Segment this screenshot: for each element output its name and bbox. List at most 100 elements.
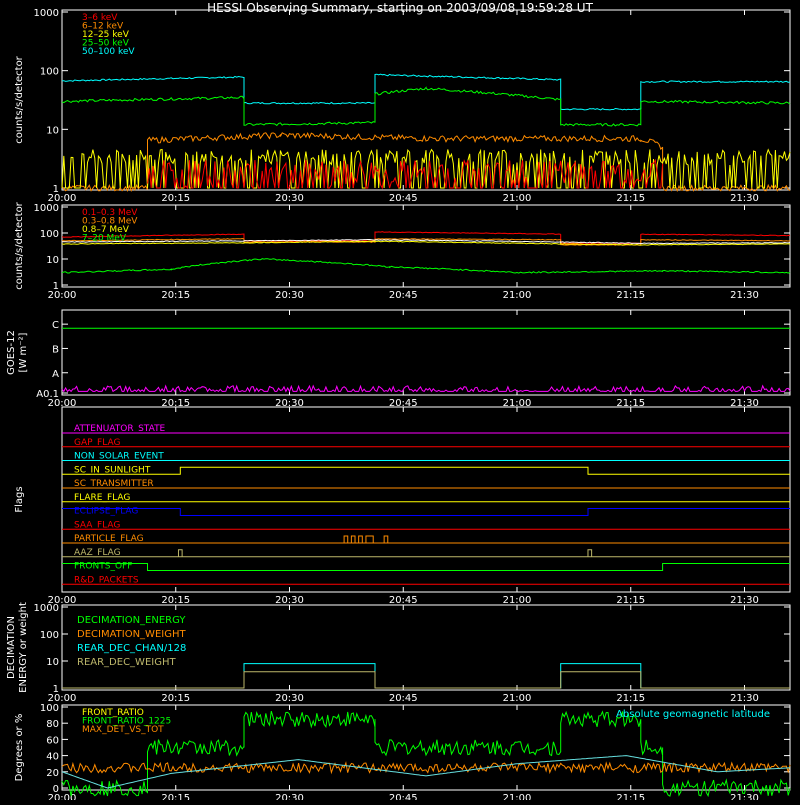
- x-tick-label: 21:00: [503, 595, 532, 606]
- y-tick-label: 100: [40, 630, 59, 641]
- series-line-2-0: [61, 231, 791, 245]
- legend-entry-5-1: DECIMATION_WEIGHT: [77, 629, 186, 640]
- legend-entry-1-1: 6–12 keV: [82, 22, 124, 32]
- x-tick-label: 21:15: [616, 793, 645, 800]
- x-tick-label: 21:30: [730, 693, 759, 704]
- flag-label-8: PARTICLE_FLAG: [74, 534, 144, 544]
- legend-entry-5-3: REAR_DEC_WEIGHT: [77, 657, 176, 668]
- flag-label-3: SC_IN_SUNLIGHT: [74, 465, 151, 475]
- y-tick-label: B: [52, 344, 59, 355]
- y-tick-label: 1: [53, 684, 59, 695]
- chart-title: HESSI Observing Summary, starting on 200…: [207, 1, 593, 15]
- series-line-1-3: [61, 148, 791, 189]
- flag-label-2: NON_SOLAR_EVENT: [74, 452, 164, 462]
- x-tick-label: 20:15: [161, 290, 190, 301]
- series-line-3-1: [61, 384, 791, 393]
- legend-entry-5-0: DECIMATION_ENERGY: [77, 615, 186, 626]
- flag-label-1: GAP_FLAG: [74, 438, 120, 448]
- y-tick-label: 1: [53, 281, 59, 292]
- y-tick-label: 1000: [34, 8, 59, 19]
- y-tick-label: 10: [46, 657, 59, 668]
- series-line-2-1: [61, 237, 791, 246]
- x-tick-label: 20:00: [48, 290, 77, 301]
- x-tick-label: 21:00: [503, 793, 532, 800]
- x-tick-label: 20:00: [48, 793, 77, 800]
- legend-entry-2-0: 0.1–0.3 MeV: [82, 208, 138, 218]
- legend-entry-5-2: REAR_DEC_CHAN/128: [77, 643, 186, 654]
- flag-pulse-8-0: [343, 535, 349, 543]
- legend-entry-6-0: FRONT_RATIO: [82, 708, 144, 718]
- legend-entry-6-2: MAX_DET_VS_TOT: [82, 725, 164, 735]
- legend-entry-2-1: 0.3–0.8 MeV: [82, 217, 138, 227]
- x-tick-label: 21:30: [730, 595, 759, 606]
- flag-label-7: SAA_FLAG: [74, 520, 120, 530]
- x-tick-label: 20:15: [161, 398, 190, 409]
- y-axis-label: counts/s/detector: [14, 55, 25, 143]
- series-line-1-0: [61, 73, 791, 111]
- series-line-1-1: [61, 86, 791, 127]
- x-tick-label: 21:00: [503, 290, 532, 301]
- y-tick-label: 1000: [34, 203, 59, 214]
- y-axis-label: Flags: [14, 486, 25, 512]
- y-tick-label: 60: [46, 735, 59, 746]
- panel-frame-5: [61, 604, 791, 691]
- y-axis-label: DECIMATION: [6, 616, 17, 679]
- series-line-6-2: [61, 755, 791, 789]
- x-tick-label: 20:30: [275, 398, 304, 409]
- x-tick-label: 20:45: [389, 193, 418, 204]
- y-tick-label: 1: [53, 184, 59, 195]
- y-tick-label: A: [52, 369, 59, 380]
- x-tick-label: 20:00: [48, 693, 77, 704]
- x-tick-label: 20:30: [275, 290, 304, 301]
- x-tick-label: 20:15: [161, 595, 190, 606]
- panel-frame-1: [61, 9, 791, 191]
- x-tick-label: 20:45: [389, 595, 418, 606]
- legend-entry-1-3: 25–50 keV: [82, 39, 130, 49]
- flag-label-0: ATTENUATOR_STATE: [74, 424, 166, 434]
- x-tick-label: 20:45: [389, 290, 418, 301]
- y-axis-label: GOES-12: [6, 330, 17, 375]
- flag-line-6: [62, 508, 790, 516]
- x-tick-label: 20:15: [161, 193, 190, 204]
- y-tick-label: C: [52, 320, 59, 331]
- series-line-5-1: [62, 671, 790, 689]
- y-axis-label-2: ENERGY or weight: [18, 602, 29, 693]
- x-tick-label: 20:00: [48, 398, 77, 409]
- x-tick-label: 21:00: [503, 398, 532, 409]
- flag-label-10: FRONTS_OFF: [74, 562, 132, 572]
- series-line-2-3: [61, 240, 791, 246]
- flag-pulse-9-1: [587, 549, 593, 557]
- x-tick-label: 20:30: [275, 193, 304, 204]
- x-tick-label: 20:45: [389, 693, 418, 704]
- flag-label-4: SC_TRANSMITTER: [74, 479, 154, 489]
- flag-label-5: FLARE_FLAG: [74, 493, 130, 503]
- flag-line-10: [62, 563, 790, 571]
- y-tick-label: 1000: [34, 603, 59, 614]
- x-tick-label: 20:30: [275, 793, 304, 800]
- y-tick-label: 10: [46, 255, 59, 266]
- y-tick-label: 0: [53, 784, 59, 795]
- y-tick-label: 100: [40, 67, 59, 78]
- x-tick-label: 21:15: [616, 398, 645, 409]
- x-tick-label: 20:30: [275, 693, 304, 704]
- y-axis-label-2: [W m⁻²]: [18, 332, 29, 372]
- flag-label-6: ECLIPSE_FLAG: [74, 507, 138, 517]
- x-tick-label: 20:00: [48, 193, 77, 204]
- y-tick-label: 100: [40, 703, 59, 714]
- y-tick-label: 10: [46, 125, 59, 136]
- panel-frame-6: [61, 704, 791, 791]
- x-tick-label: 20:30: [275, 595, 304, 606]
- series-line-1-2: [61, 131, 791, 193]
- x-tick-label: 20:00: [48, 595, 77, 606]
- panel-frame-2: [61, 204, 791, 288]
- legend-entry-1-2: 12–25 keV: [82, 30, 130, 40]
- x-tick-label: 21:00: [503, 693, 532, 704]
- x-tick-label: 21:15: [616, 193, 645, 204]
- flag-label-11: R&D_PACKETS: [74, 575, 139, 585]
- y-axis-label: Degrees or %: [14, 714, 25, 782]
- x-tick-label: 21:15: [616, 693, 645, 704]
- series-line-6-0: [61, 710, 791, 798]
- y-tick-label: A0.1: [36, 389, 59, 400]
- flag-pulse-8-2: [358, 535, 363, 543]
